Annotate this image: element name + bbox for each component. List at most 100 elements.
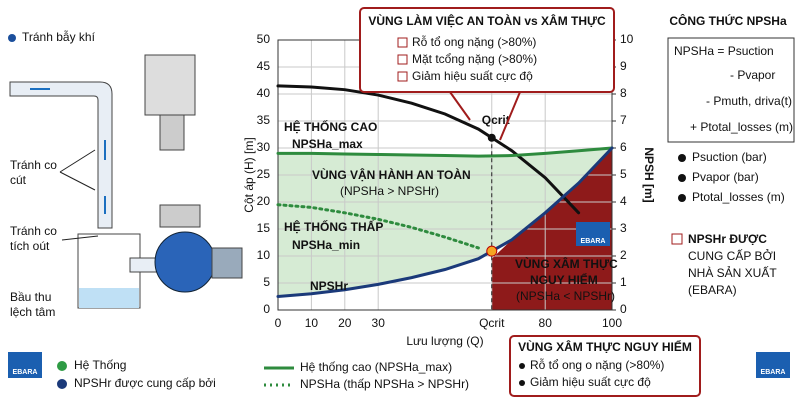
callout-item: Mặt tcổng nặng (>80%) [412,52,537,66]
legend-label: NPSHa (thấp NPSHa > NPSHr) [300,377,469,391]
checkbox [671,233,683,245]
cavitation-point [486,245,498,257]
formula-box [667,37,795,143]
note: (EBARA) [688,283,737,297]
pointer [59,149,99,241]
label: Tránh co [10,224,57,238]
y-tick-label: 25 [257,167,271,181]
series-label: NPSHr [310,279,348,293]
motor [144,54,196,116]
legend-dot [57,361,67,371]
y2-tick-label: 5 [620,167,627,181]
x-tick-label: 10 [305,316,319,330]
q-crit-point [487,133,496,142]
callout-title: VÙNG LÀM VIỆC AN TOÀN vs XÂM THỰC [368,13,606,28]
zone-label: VÙNG XÂM THỰC [515,256,618,271]
pipe-diagram: Tránh bẫy khí Tránh co cút Tránh co tích… [8,29,243,390]
bullet [678,154,686,162]
legend-label: Hệ Thống [74,358,126,372]
label: Tránh bẫy khí [22,29,96,44]
zone-label: NGUY HIỂM [530,272,598,287]
logo: EBARA [13,369,38,376]
x-tick-label: 80 [539,316,553,330]
logo: EBARA [581,238,606,245]
zone-label: VÙNG VẬN HÀNH AN TOÀN [312,167,471,182]
y2-tick-label: 6 [620,140,627,154]
y2-tick-label: 10 [620,32,634,46]
bullet [8,34,16,42]
callout-box [509,335,701,397]
bullet [519,363,525,369]
label: Tránh co [10,158,57,172]
y-tick-label: 10 [257,248,271,262]
callout-item: Giảm hiệu suất cực độ [412,69,533,83]
callout-item: Rỗ tổ ong nặng (>80%) [412,34,536,49]
shaft [159,114,185,151]
bullet [519,380,525,386]
formula-line: + Ptotal_losses (m) [690,120,793,134]
y-tick-label: 40 [257,86,271,100]
callout-box [359,7,615,93]
logo-box [8,352,42,378]
pump-outlet [159,204,201,228]
logo-box [576,222,610,246]
x-tick-label: 100 [602,316,622,330]
y-tick-label: 20 [257,194,271,208]
callout-arrow [449,91,521,141]
zone-label: HỆ THỐNG CAO [284,119,377,134]
formula-line: - Pmuth, driva(t) [706,94,792,108]
x-tick-label: Qcrit [479,316,505,330]
zone-label: NPSHa_max [292,137,363,151]
x-tick-label: 30 [372,316,386,330]
y2-tick-label: 8 [620,86,627,100]
checkbox [397,71,408,82]
formula-bullet: Pvapor (bar) [692,170,759,184]
label: tích oút [10,239,50,253]
series-line [276,146,614,158]
note: NPSHr ĐƯỢC [688,232,767,246]
y2-tick-label: 4 [620,194,627,208]
label: lệch tâm [10,305,55,319]
formula-line: NPSHa = Psuction [674,44,774,58]
safe-zone [278,148,612,297]
zone-label: NPSHa_min [292,238,360,252]
formula-line: - Pvapor [730,68,775,82]
series-line [276,84,581,215]
formula-panel: CÔNG THỨC NPSHa NPSHa = Psuction - Pvapo… [667,13,795,378]
zone-label: (NPSHa < NPSHr) [516,289,615,303]
callout-item: Rỗ tổ ong o nặng (>80%) [530,357,664,372]
legend-label: NPSHr được cung cấp bởi [74,376,216,390]
x-tick-label: 0 [275,316,282,330]
y2-tick-label: 9 [620,59,627,73]
y2-axis-label: NPSH [m] [642,147,656,202]
logo: EBARA [761,369,786,376]
series-line [276,203,480,250]
y2-tick-label: 3 [620,221,627,235]
y2-tick-label: 1 [620,275,627,289]
formula-bullet: Psuction (bar) [692,150,767,164]
pump [154,231,216,293]
bullet [678,194,686,202]
formula-title: CÔNG THỨC NPSHa [669,13,787,28]
series-line [276,146,614,298]
callout-item: Giảm hiệu suất cực độ [530,375,651,389]
note: CUNG CẤP BỞI [688,248,776,263]
pipe [9,81,113,229]
y-tick-label: 0 [263,302,270,316]
y-tick-label: 30 [257,140,271,154]
formula-bullet: Ptotal_losses (m) [692,190,785,204]
y-tick-label: 5 [263,275,270,289]
label: Bầu thu [10,290,51,304]
callout-title: VÙNG XÂM THỰC NGUY HIỂM [518,339,692,354]
label: cút [10,173,27,187]
checkbox [397,37,408,48]
pump-flange [211,247,243,279]
x-axis-label: Lưu lượng (Q) [406,334,483,348]
legend-dot [57,379,67,389]
y-tick-label: 50 [257,32,271,46]
y-tick-label: 35 [257,113,271,127]
water [79,288,139,308]
checkbox [397,54,408,65]
